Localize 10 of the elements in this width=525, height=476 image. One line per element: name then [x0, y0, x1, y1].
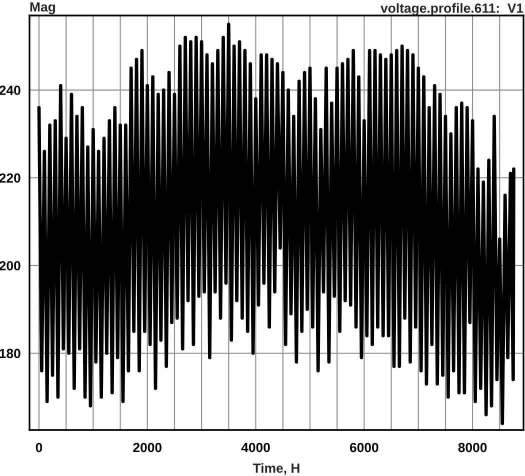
y-axis-title: Mag — [30, 2, 56, 14]
x-tick-label: 2000 — [133, 442, 162, 452]
x-tick-label: 4000 — [241, 442, 270, 452]
x-tick-label: 8000 — [458, 442, 487, 452]
x-tick-label: 0 — [36, 442, 42, 452]
y-tick-label: 180 — [0, 348, 20, 358]
line-series — [37, 22, 516, 426]
x-tick-label: 6000 — [350, 442, 378, 452]
x-axis-title: Time, H — [252, 463, 300, 475]
chart-title: voltage.profile.611: V1 — [380, 3, 524, 16]
